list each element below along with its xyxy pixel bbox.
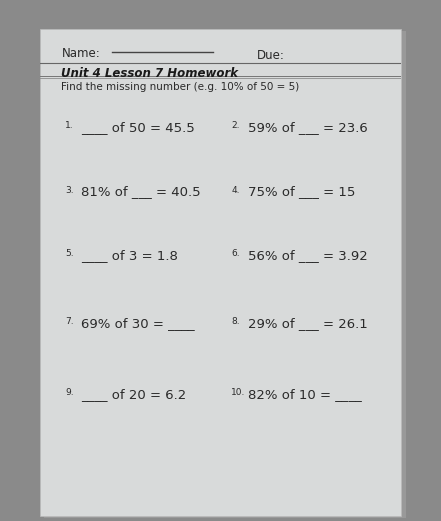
Text: 56% of ___ = 3.92: 56% of ___ = 3.92 xyxy=(247,249,367,262)
Text: 5.: 5. xyxy=(65,249,74,258)
Text: 9.: 9. xyxy=(65,388,74,397)
Text: 4.: 4. xyxy=(232,185,240,194)
Text: 8.: 8. xyxy=(232,317,240,326)
Text: 69% of 30 = ____: 69% of 30 = ____ xyxy=(81,317,195,330)
Text: Find the missing number (e.g. 10% of 50 = 5): Find the missing number (e.g. 10% of 50 … xyxy=(61,82,299,92)
Text: Unit 4 Lesson 7 Homework: Unit 4 Lesson 7 Homework xyxy=(61,67,239,80)
Text: 10.: 10. xyxy=(232,388,246,397)
Text: 6.: 6. xyxy=(232,249,240,258)
Text: 82% of 10 = ____: 82% of 10 = ____ xyxy=(247,388,361,401)
Text: 59% of ___ = 23.6: 59% of ___ = 23.6 xyxy=(247,121,367,134)
Text: 3.: 3. xyxy=(65,185,74,194)
Text: ____ of 3 = 1.8: ____ of 3 = 1.8 xyxy=(81,249,178,262)
Text: 29% of ___ = 26.1: 29% of ___ = 26.1 xyxy=(247,317,367,330)
Text: 7.: 7. xyxy=(65,317,74,326)
Text: 2.: 2. xyxy=(232,121,240,130)
Text: 1.: 1. xyxy=(65,121,74,130)
Text: 75% of ___ = 15: 75% of ___ = 15 xyxy=(247,185,355,199)
Text: ____ of 50 = 45.5: ____ of 50 = 45.5 xyxy=(81,121,195,134)
Text: Due:: Due: xyxy=(257,49,284,62)
Text: ____ of 20 = 6.2: ____ of 20 = 6.2 xyxy=(81,388,187,401)
Text: Name:: Name: xyxy=(61,47,100,60)
Text: 81% of ___ = 40.5: 81% of ___ = 40.5 xyxy=(81,185,201,199)
